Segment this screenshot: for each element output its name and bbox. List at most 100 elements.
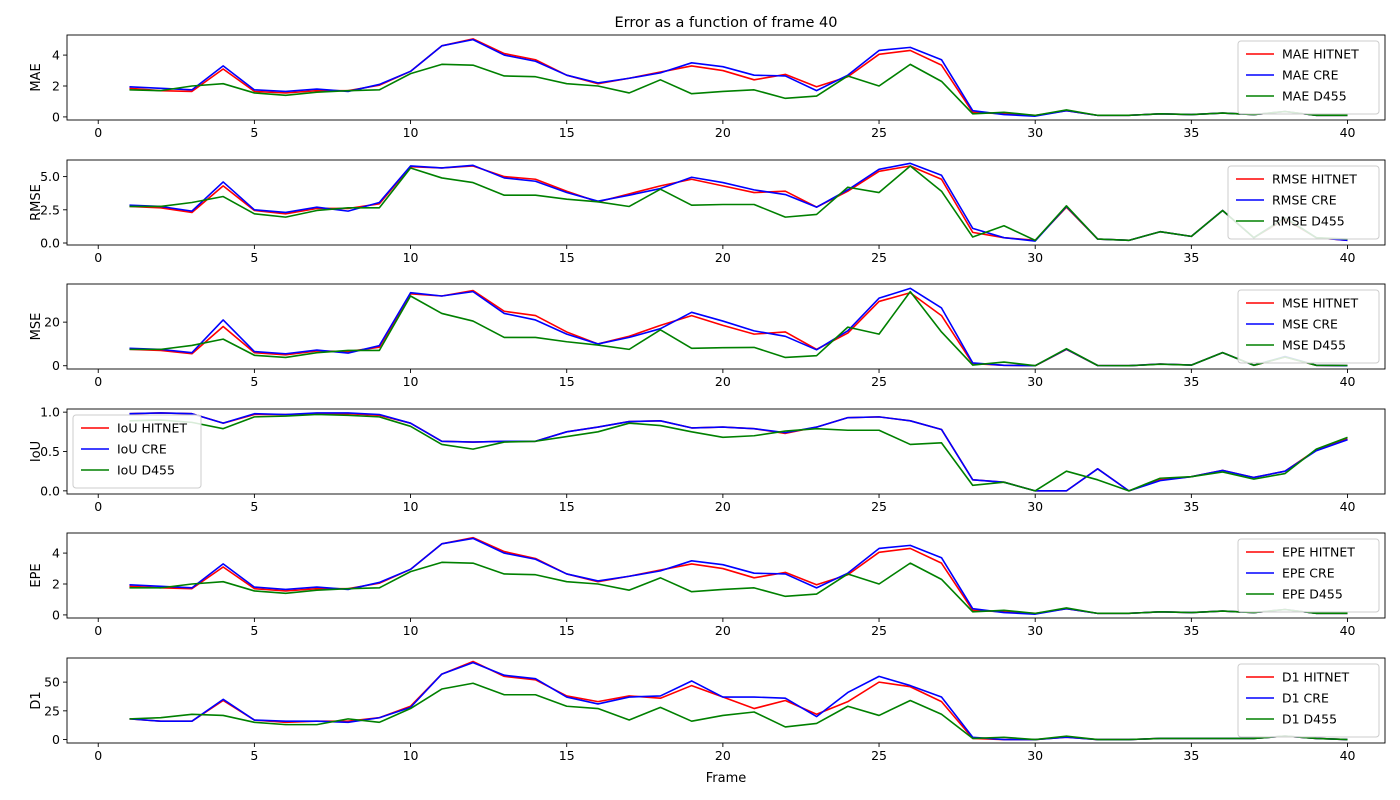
x-tick-label: 30 [1027,623,1043,638]
legend-entry: MSE HITNET [1282,296,1359,311]
axes-frame [66,159,1386,246]
x-tick-label: 30 [1027,250,1043,265]
x-tick-label: 10 [403,499,419,514]
x-tick-label: 25 [871,748,887,763]
x-tick-label: 5 [250,499,258,514]
y-tick-label: 2.5 [40,202,60,217]
x-tick-label: 30 [1027,499,1043,514]
figure-title: Error as a function of frame 40 [615,15,838,31]
x-tick-label: 15 [559,623,575,638]
legend-entry: MAE HITNET [1282,47,1359,62]
legend: IoU HITNET IoU CRE IoU D455 [72,414,202,489]
x-tick-label: 15 [559,250,575,265]
y-axis-label: EPE [29,563,44,587]
x-tick-label: 25 [871,374,887,389]
y-tick-label: 0 [52,358,60,373]
y-tick-label: 0 [52,732,60,747]
legend-entry: MSE CRE [1282,317,1338,332]
axes-frame [66,408,1386,495]
x-tick-label: 10 [403,374,419,389]
y-tick-label: 2 [52,577,60,592]
x-tick-label: 0 [94,499,102,514]
y-tick-label: 0.5 [40,444,60,459]
x-tick-label: 25 [871,250,887,265]
y-tick-label: 0 [52,607,60,622]
series-line-mae-d455 [129,63,1348,117]
x-tick-label: 20 [715,125,731,140]
legend-entry: IoU D455 [117,463,175,478]
legend-entry: MSE D455 [1282,338,1346,353]
legend-entry: IoU HITNET [117,421,187,436]
x-tick-label: 15 [559,748,575,763]
x-tick-label: 35 [1183,748,1199,763]
x-tick-label: 20 [715,623,731,638]
series-line-iou-d455 [129,413,1348,492]
series-line-mse-d455 [129,290,1348,367]
x-tick-label: 10 [403,125,419,140]
y-tick-label: 4 [52,546,60,561]
legend-entry: EPE CRE [1282,566,1335,581]
legend-entry: EPE D455 [1282,587,1343,602]
x-tick-label: 40 [1340,250,1356,265]
legend-entry: RMSE HITNET [1272,172,1357,187]
x-tick-label: 30 [1027,125,1043,140]
x-tick-label: 5 [250,623,258,638]
y-tick-label: 5.0 [40,169,60,184]
series-line-rmse-d455 [129,165,1348,242]
legend-entry: RMSE CRE [1272,193,1337,208]
legend-entry: IoU CRE [117,442,167,457]
legend-entry: D1 HITNET [1282,670,1350,685]
y-tick-label: 1.0 [40,405,60,420]
x-tick-label: 40 [1340,499,1356,514]
x-tick-label: 20 [715,499,731,514]
x-tick-label: 40 [1340,374,1356,389]
x-tick-label: 15 [559,499,575,514]
y-axis-label: RMSE [29,184,44,221]
x-tick-label: 30 [1027,374,1043,389]
legend-entry: EPE HITNET [1282,545,1355,560]
y-tick-label: 0 [52,109,60,124]
y-tick-label: 0.0 [40,236,60,251]
series-line-epe-d455 [129,561,1348,615]
x-tick-label: 0 [94,748,102,763]
x-tick-label: 25 [871,125,887,140]
x-tick-label: 20 [715,250,731,265]
axes-frame [66,657,1386,744]
x-tick-label: 40 [1340,623,1356,638]
legend: MSE HITNET MSE CRE MSE D455 [1237,289,1380,364]
legend: EPE HITNET EPE CRE EPE D455 [1237,538,1380,613]
legend-entry: RMSE D455 [1272,214,1345,229]
axes-frame [66,532,1386,619]
x-tick-label: 40 [1340,125,1356,140]
x-tick-label: 5 [250,125,258,140]
x-tick-label: 35 [1183,374,1199,389]
legend: RMSE HITNET RMSE CRE RMSE D455 [1227,165,1380,240]
x-tick-label: 25 [871,623,887,638]
x-tick-label: 20 [715,748,731,763]
y-tick-label: 2 [52,79,60,94]
x-tick-label: 35 [1183,623,1199,638]
x-tick-label: 0 [94,125,102,140]
x-tick-label: 15 [559,125,575,140]
y-tick-label: 4 [52,48,60,63]
x-tick-label: 20 [715,374,731,389]
series-line-iou-cre [129,412,1348,492]
x-tick-label: 5 [250,250,258,265]
x-tick-label: 35 [1183,499,1199,514]
y-axis-label: MAE [29,63,44,91]
y-tick-label: 20 [44,315,60,330]
y-axis-label: D1 [29,691,44,709]
x-tick-label: 0 [94,374,102,389]
legend: MAE HITNET MAE CRE MAE D455 [1237,40,1380,115]
legend-entry: MAE CRE [1282,68,1339,83]
legend: D1 HITNET D1 CRE D1 D455 [1237,663,1380,738]
x-tick-label: 35 [1183,250,1199,265]
x-tick-label: 5 [250,748,258,763]
x-tick-label: 10 [403,623,419,638]
axes-frame [66,34,1386,121]
y-axis-label: IoU [29,441,44,462]
